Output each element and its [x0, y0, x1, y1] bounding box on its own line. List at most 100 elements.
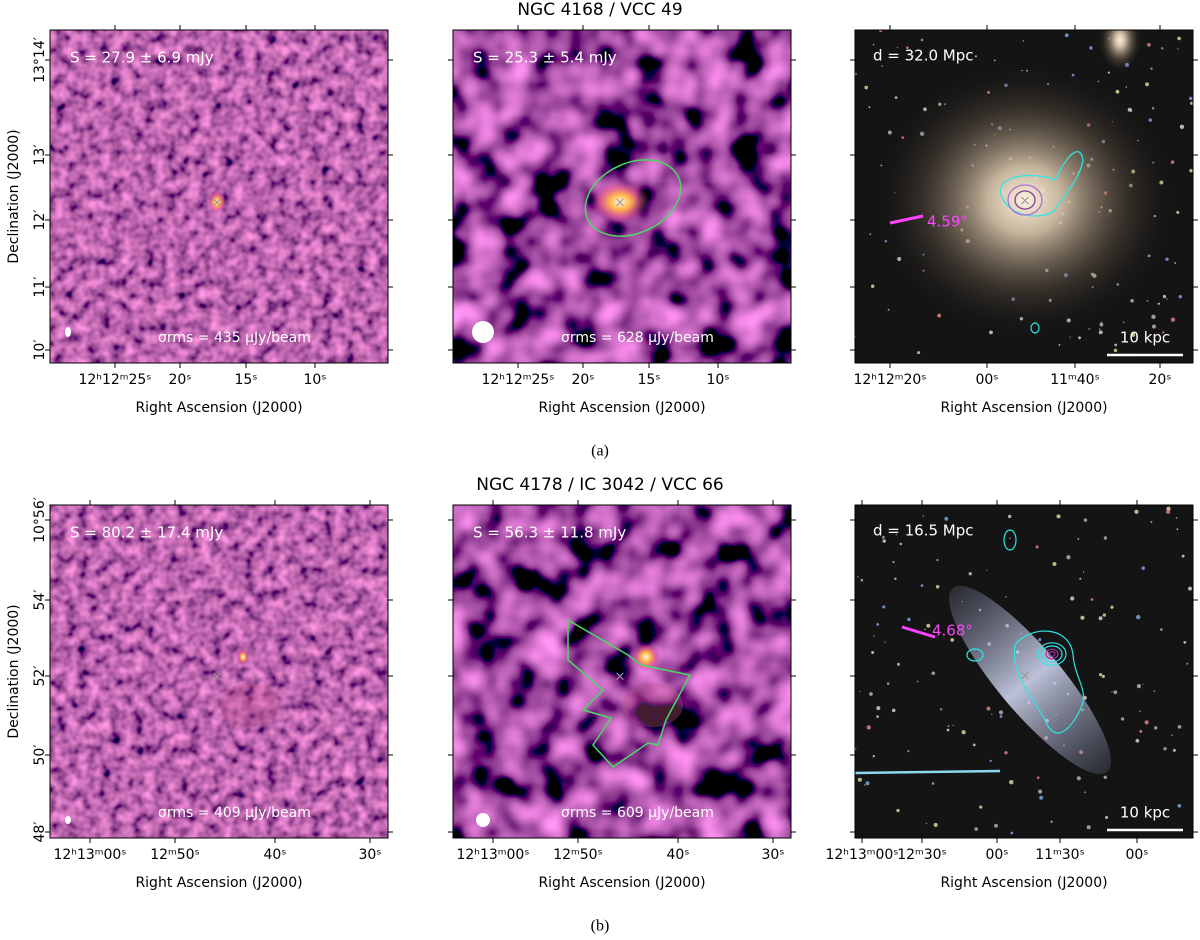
star — [931, 671, 936, 676]
star — [1082, 571, 1085, 573]
radio-map — [453, 505, 791, 838]
star — [1070, 596, 1075, 601]
star — [871, 650, 875, 654]
star — [1098, 330, 1103, 335]
star — [1039, 795, 1044, 800]
star — [1150, 521, 1153, 524]
star — [1069, 336, 1071, 338]
caption: (a) — [591, 443, 609, 460]
y-tick-label: 52′ — [32, 666, 48, 687]
star — [1170, 317, 1176, 322]
star — [1139, 710, 1141, 712]
contour — [1013, 630, 1084, 734]
star — [1183, 640, 1187, 644]
star — [1189, 96, 1193, 101]
star — [1122, 321, 1125, 324]
star — [1151, 107, 1155, 110]
star — [1189, 169, 1193, 173]
star — [1008, 514, 1012, 519]
radio-source — [208, 191, 226, 213]
star — [894, 577, 897, 580]
star — [1114, 343, 1118, 347]
center-mark: × — [212, 670, 223, 685]
star — [1165, 257, 1169, 261]
x-tick-label: 12ᵐ30ˢ — [897, 847, 947, 863]
star — [876, 623, 880, 626]
x-tick-label: 40ˢ — [263, 847, 286, 863]
star — [1177, 725, 1182, 729]
star — [920, 38, 924, 42]
star — [925, 822, 928, 825]
beam — [472, 321, 494, 343]
star — [1076, 776, 1081, 781]
star — [991, 713, 993, 715]
star — [1009, 537, 1011, 539]
star — [865, 781, 870, 786]
y-tick-label: 48′ — [32, 822, 48, 843]
contour — [1007, 184, 1043, 216]
star — [1038, 789, 1043, 794]
star — [1188, 586, 1192, 591]
contour — [1003, 529, 1017, 551]
star — [1136, 684, 1142, 689]
panel-image: × — [855, 505, 1193, 838]
beam — [476, 813, 490, 827]
star — [1036, 776, 1040, 779]
star — [936, 558, 939, 562]
star — [1022, 40, 1025, 42]
star — [1161, 47, 1164, 50]
star — [1089, 46, 1093, 50]
star — [986, 706, 991, 711]
star — [979, 805, 983, 809]
star — [937, 313, 942, 318]
star — [1142, 683, 1144, 685]
star — [1097, 80, 1100, 83]
x-tick-label: 12ʰ12ᵐ25ˢ — [481, 372, 554, 388]
panel-frame — [452, 504, 792, 839]
y-tick-label: 10′ — [32, 340, 48, 361]
x-tick-label: 00ˢ — [985, 847, 1008, 863]
y-tick-label: 50′ — [32, 745, 48, 766]
star — [911, 54, 914, 58]
x-tick-label: 12ʰ13ᵐ00ˢ — [825, 847, 898, 863]
panel-image: × — [50, 30, 388, 363]
star — [994, 823, 998, 828]
star — [1120, 717, 1125, 721]
star — [1166, 509, 1171, 514]
star — [1160, 628, 1163, 631]
star — [944, 516, 949, 521]
star — [892, 561, 895, 564]
beam — [65, 327, 71, 337]
star — [1084, 791, 1086, 794]
panel-frame — [854, 29, 1194, 364]
star — [896, 808, 900, 813]
star — [972, 743, 976, 747]
panel: × S = 80.2 ± 17.4 mJy σrms = 409 μJy/beam 1… — [6, 497, 393, 891]
center-mark: × — [1019, 668, 1031, 684]
star — [940, 708, 943, 711]
panel-frame — [854, 504, 1194, 839]
x-tick-label: 30ˢ — [761, 847, 784, 863]
scale-bar-label: 10 kpc — [1120, 329, 1170, 347]
star — [1134, 509, 1139, 514]
star — [1186, 662, 1189, 665]
star — [1176, 210, 1180, 214]
rms-label: σrms = 609 μJy/beam — [561, 805, 714, 821]
star — [931, 782, 935, 785]
star — [946, 728, 950, 732]
star — [864, 85, 869, 90]
star — [894, 96, 898, 99]
star — [866, 725, 871, 730]
flux-label: S = 27.9 ± 6.9 mJy — [70, 49, 214, 67]
star — [857, 777, 862, 782]
x-tick-label: 20ˢ — [571, 372, 594, 388]
contour — [1030, 322, 1040, 334]
contour — [999, 151, 1084, 217]
radio-map — [50, 505, 388, 838]
star — [993, 59, 996, 62]
x-axis-label: Right Ascension (J2000) — [135, 400, 302, 416]
star — [1098, 616, 1103, 621]
star — [859, 690, 861, 693]
star — [873, 635, 875, 637]
